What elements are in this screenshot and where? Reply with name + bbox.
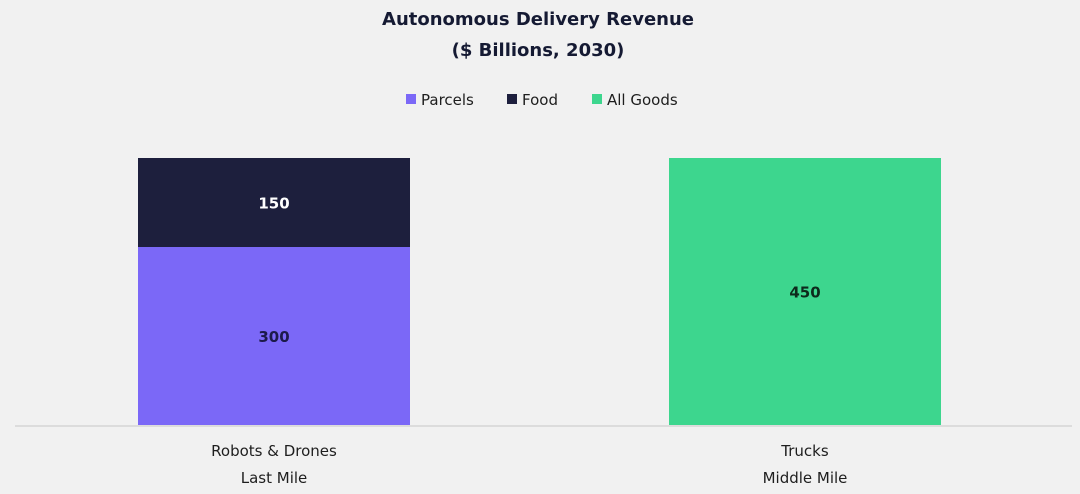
category-label-0-0: Robots & Drones xyxy=(211,442,337,460)
bar-food-0 xyxy=(138,158,410,247)
chart-title: Autonomous Delivery Revenue xyxy=(382,9,694,30)
category-label-0-1: Last Mile xyxy=(241,469,308,487)
legend-label-food: Food xyxy=(522,91,558,109)
bar-all-goods-1 xyxy=(669,158,941,425)
legend-swatch-food xyxy=(507,94,517,104)
x-axis-labels: Robots & Drones Last Mile Trucks Middle Mil… xyxy=(211,442,847,487)
data-label-all-goods-1: 450 xyxy=(789,284,820,302)
data-label-food-0: 150 xyxy=(258,195,289,213)
legend-label-parcels: Parcels xyxy=(421,91,474,109)
chart-subtitle: ($ Billions, 2030) xyxy=(452,40,625,61)
legend: Parcels Food All Goods xyxy=(406,91,678,109)
legend-swatch-all-goods xyxy=(592,94,602,104)
bar-parcels-0 xyxy=(138,247,410,425)
legend-label-all-goods: All Goods xyxy=(607,91,678,109)
legend-swatch-parcels xyxy=(406,94,416,104)
bars: 300 150 450 xyxy=(138,158,941,425)
category-label-1-0: Trucks xyxy=(780,442,829,460)
data-label-parcels-0: 300 xyxy=(258,328,289,346)
category-label-1-1: Middle Mile xyxy=(763,469,848,487)
